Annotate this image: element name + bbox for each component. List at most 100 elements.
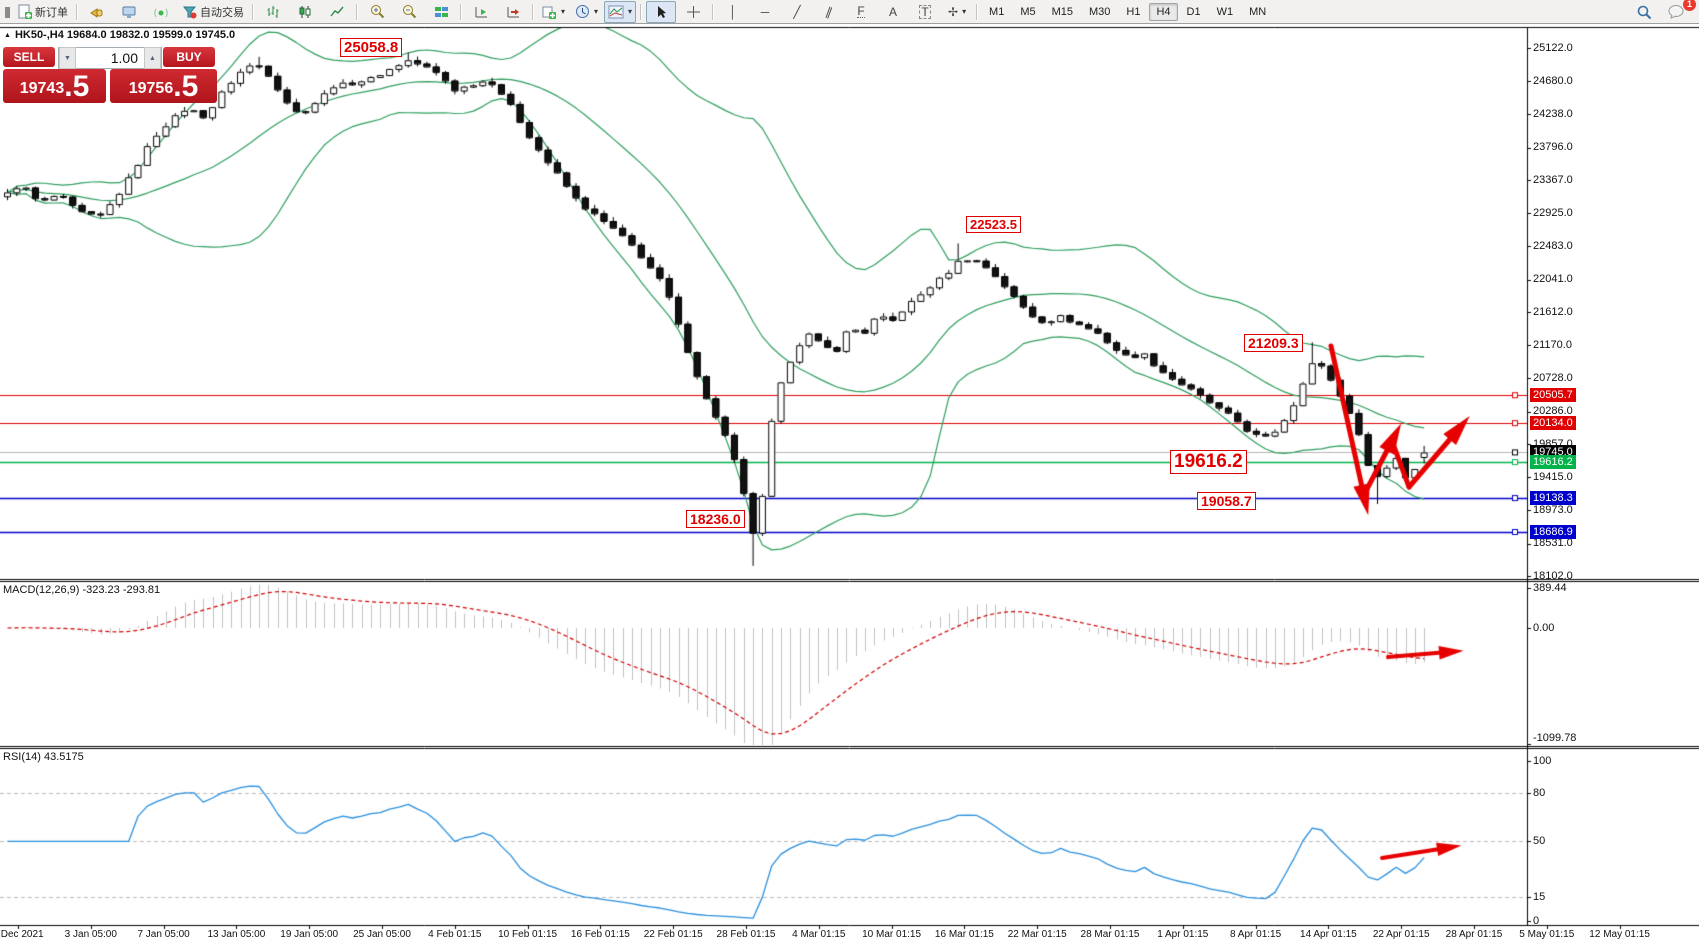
auto-scroll-button[interactable] [498, 1, 528, 23]
line-chart-button[interactable] [322, 1, 352, 23]
chat-button[interactable]: 1 [1661, 0, 1696, 23]
timeframe-m30-button[interactable]: M30 [1089, 5, 1111, 18]
volume-down-button[interactable]: ▼ [59, 47, 76, 69]
notification-badge: 1 [1683, 0, 1696, 11]
vertical-line-tool[interactable]: │ [718, 1, 748, 23]
fibonacci-icon: F [857, 4, 865, 18]
vline-icon: │ [729, 4, 737, 19]
macd-axis-label: 0.00 [1533, 621, 1555, 634]
macd-name: MACD(12,26,9) [3, 584, 80, 596]
rsi-value: 43.5175 [43, 751, 84, 763]
period-dropdown[interactable]: ▾ [571, 1, 602, 23]
search-button[interactable] [1629, 1, 1659, 23]
chevron-down-icon: ▾ [628, 7, 633, 16]
auto-trading-icon [182, 6, 197, 18]
horizontal-line-tool[interactable]: ─ [750, 1, 780, 23]
timeframe-mn-button[interactable]: MN [1249, 5, 1267, 18]
rsi-axis-label: 50 [1533, 834, 1546, 847]
clipped-left-icon[interactable] [1, 1, 11, 23]
zoom-out-button[interactable] [394, 1, 424, 23]
timeframe-m5-button[interactable]: M5 [1020, 5, 1036, 18]
price-callout[interactable]: 19616.2 [1170, 450, 1247, 474]
shapes-icon: ✢ [948, 4, 959, 19]
separator [76, 3, 78, 20]
time-axis-label: 22 Feb 01:15 [643, 929, 703, 940]
time-axis-label: 5 May 01:15 [1519, 929, 1575, 940]
symbol-ohlc-text: HK50-,H4 19684.0 19832.0 19599.0 19745.0 [14, 29, 236, 41]
symbol-info: ▲ HK50-,H4 19684.0 19832.0 19599.0 19745… [4, 29, 235, 41]
separator [640, 3, 643, 20]
tile-windows-button[interactable] [426, 1, 456, 23]
candle-chart-button[interactable] [290, 1, 320, 23]
fibonacci-tool[interactable]: F [846, 1, 876, 23]
timeframe-h1-button[interactable]: H1 [1126, 5, 1141, 18]
timeframe-m1-button[interactable]: M1 [989, 5, 1005, 18]
label-tool[interactable]: T [910, 1, 940, 23]
trendline-tool[interactable]: ╱ [782, 1, 812, 23]
bar-chart-button[interactable] [258, 1, 288, 23]
time-axis-label: 3 Jan 05:00 [64, 929, 117, 940]
timeframe-h4-button[interactable]: H4 [1149, 2, 1178, 21]
separator [356, 3, 358, 20]
price-callout[interactable]: 22523.5 [966, 216, 1021, 233]
line-chart-icon [329, 6, 344, 16]
sell-label: SELL [13, 50, 45, 64]
search-icon [1637, 5, 1652, 19]
chat-bubble-icon [1668, 5, 1683, 19]
time-axis-label: 28 Mar 01:15 [1080, 929, 1140, 940]
shapes-dropdown[interactable]: ✢ ▾ [942, 1, 972, 23]
cursor-button[interactable] [646, 0, 677, 23]
new-order-button[interactable]: 新订单 [13, 1, 72, 23]
timeframe-toolbar: M1 M5 M15 M30 H1 H4 D1 W1 MN [981, 2, 1274, 21]
buy-price[interactable]: 19756.5 [110, 69, 217, 103]
price-tick-label: 21170.0 [1533, 338, 1572, 351]
price-tick-label: 21612.0 [1533, 305, 1573, 318]
timeframe-m15-button[interactable]: M15 [1051, 5, 1074, 18]
rsi-axis-label: 100 [1533, 754, 1552, 767]
auto-trading-label: 自动交易 [200, 6, 244, 19]
indicators-dropdown[interactable]: ▾ [604, 0, 637, 23]
auto-trading-button[interactable]: 自动交易 [178, 1, 248, 23]
price-callout[interactable]: 18236.0 [686, 510, 745, 528]
macd-label: MACD(12,26,9) -323.23 -293.81 [3, 584, 160, 596]
price-callout[interactable]: 21209.3 [1244, 334, 1303, 352]
price-tick-label: 23367.0 [1533, 173, 1573, 186]
volume-value[interactable]: 1.00 [110, 50, 138, 66]
clock-icon [576, 5, 590, 18]
time-axis-label: 22 Apr 01:15 [1372, 929, 1430, 940]
tile-windows-icon [434, 6, 448, 17]
volume-stepper[interactable]: ▼ 1.00 ▲ [58, 47, 162, 69]
price-callout[interactable]: 19058.7 [1197, 492, 1256, 510]
channel-tool[interactable]: ∥ [814, 1, 844, 23]
zoom-in-button[interactable] [362, 1, 392, 23]
symbol-marker-icon: ▲ [4, 31, 11, 39]
alerts-button[interactable] [82, 1, 112, 23]
buy-price-pips: .5 [173, 70, 199, 103]
buy-button[interactable]: BUY [163, 47, 215, 67]
sell-button[interactable]: SELL [3, 47, 55, 67]
trendline-icon: ╱ [793, 4, 801, 19]
volume-up-button[interactable]: ▲ [144, 47, 161, 69]
chevron-down-icon: ▾ [962, 7, 967, 16]
price-callout[interactable]: 25058.8 [340, 38, 403, 57]
chart-shift-button[interactable] [466, 1, 496, 23]
new-chart-dropdown[interactable]: ▾ [538, 1, 569, 23]
terminal-button[interactable] [114, 1, 144, 23]
time-axis-label: 13 Jan 05:00 [207, 929, 266, 940]
price-tick-label: 20286.0 [1533, 405, 1573, 418]
crosshair-button[interactable] [678, 1, 708, 23]
timeframe-d1-button[interactable]: D1 [1186, 5, 1201, 18]
sell-price[interactable]: 19743.5 [3, 69, 106, 103]
price-tick-label: 22925.0 [1533, 206, 1573, 219]
time-axis-label: 1 Apr 01:15 [1157, 929, 1209, 940]
text-tool[interactable]: A [878, 1, 908, 23]
sell-price-main: 19743 [19, 80, 65, 97]
new-order-icon [18, 4, 32, 19]
sell-price-pips: .5 [64, 70, 90, 103]
timeframe-w1-button[interactable]: W1 [1216, 5, 1234, 18]
buy-price-main: 19756 [128, 80, 174, 97]
time-axis-label: 28 Apr 01:15 [1445, 929, 1503, 940]
signals-button[interactable] [146, 1, 176, 23]
chevron-down-icon: ▾ [561, 7, 566, 16]
